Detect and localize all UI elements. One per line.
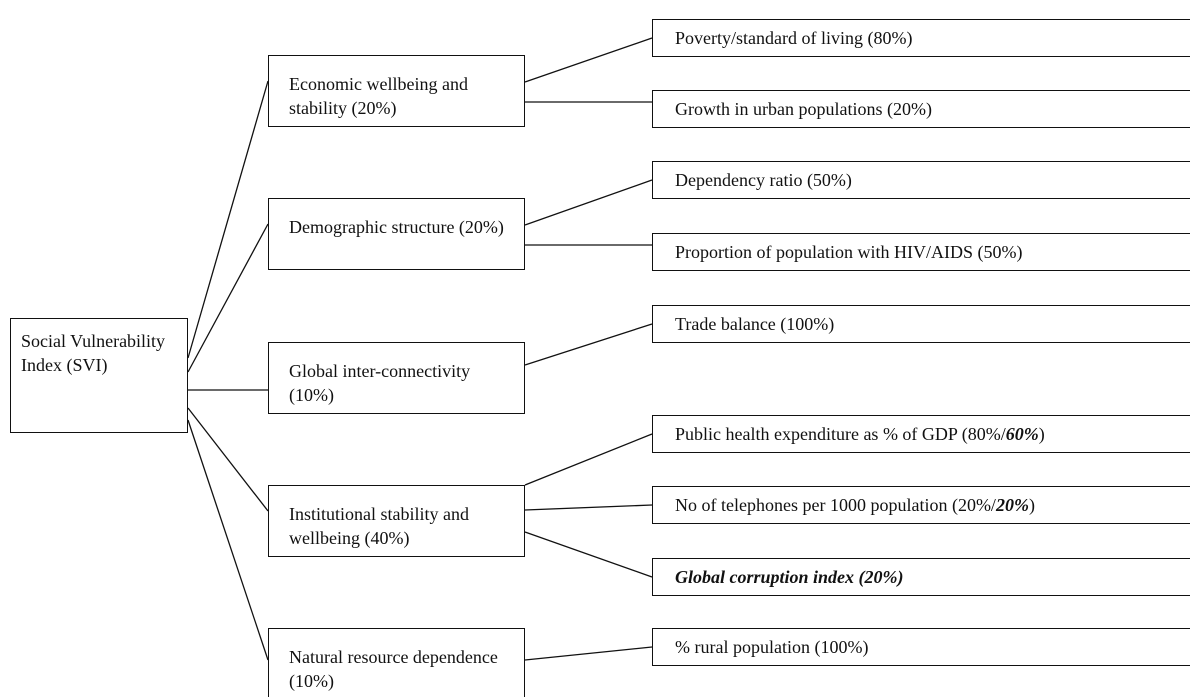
indicator-text: Trade balance (100%) (675, 314, 835, 334)
indicator-text: Proportion of population with HIV/AIDS (… (675, 242, 1023, 262)
indicator-text: 60% (1005, 424, 1039, 444)
group-node: Global inter-connectivity (10%) (268, 342, 525, 414)
connector (524, 37, 653, 83)
indicator-node: No of telephones per 1000 population (20… (652, 486, 1190, 524)
connector (187, 407, 269, 512)
group-node: Demographic structure (20%) (268, 198, 525, 270)
connector (187, 223, 269, 373)
indicator-text: ) (1028, 495, 1035, 515)
connector (187, 80, 269, 359)
indicator-node: Public health expenditure as % of GDP (8… (652, 415, 1190, 453)
connector (524, 646, 653, 661)
indicator-text: ) (1038, 424, 1045, 444)
indicator-node: Proportion of population with HIV/AIDS (… (652, 233, 1190, 271)
root-node: Social Vulnerability Index (SVI) (10, 318, 188, 433)
indicator-text: Global corruption index (20%) (675, 567, 904, 587)
indicator-node: Poverty/standard of living (80%) (652, 19, 1190, 57)
connector (524, 179, 653, 226)
indicator-node: Growth in urban populations (20%) (652, 90, 1190, 128)
indicator-node: Dependency ratio (50%) (652, 161, 1190, 199)
connector (524, 323, 653, 366)
group-node: Natural resource dependence (10%) (268, 628, 525, 697)
connector (187, 419, 269, 661)
indicator-node: Global corruption index (20%) (652, 558, 1190, 596)
connector (524, 504, 653, 511)
indicator-text: % rural population (100%) (675, 637, 869, 657)
indicator-text: No of telephones per 1000 population (20… (675, 495, 996, 515)
connector (524, 531, 653, 578)
group-node: Economic wellbeing and stability (20%) (268, 55, 525, 127)
group-node: Institutional stability and wellbeing (4… (268, 485, 525, 557)
indicator-text: Poverty/standard of living (80%) (675, 28, 913, 48)
indicator-text: 20% (995, 495, 1029, 515)
indicator-node: Trade balance (100%) (652, 305, 1190, 343)
indicator-text: Dependency ratio (50%) (675, 170, 852, 190)
indicator-text: Growth in urban populations (20%) (675, 99, 932, 119)
indicator-text: Public health expenditure as % of GDP (8… (675, 424, 1006, 444)
connector (524, 433, 653, 486)
indicator-node: % rural population (100%) (652, 628, 1190, 666)
